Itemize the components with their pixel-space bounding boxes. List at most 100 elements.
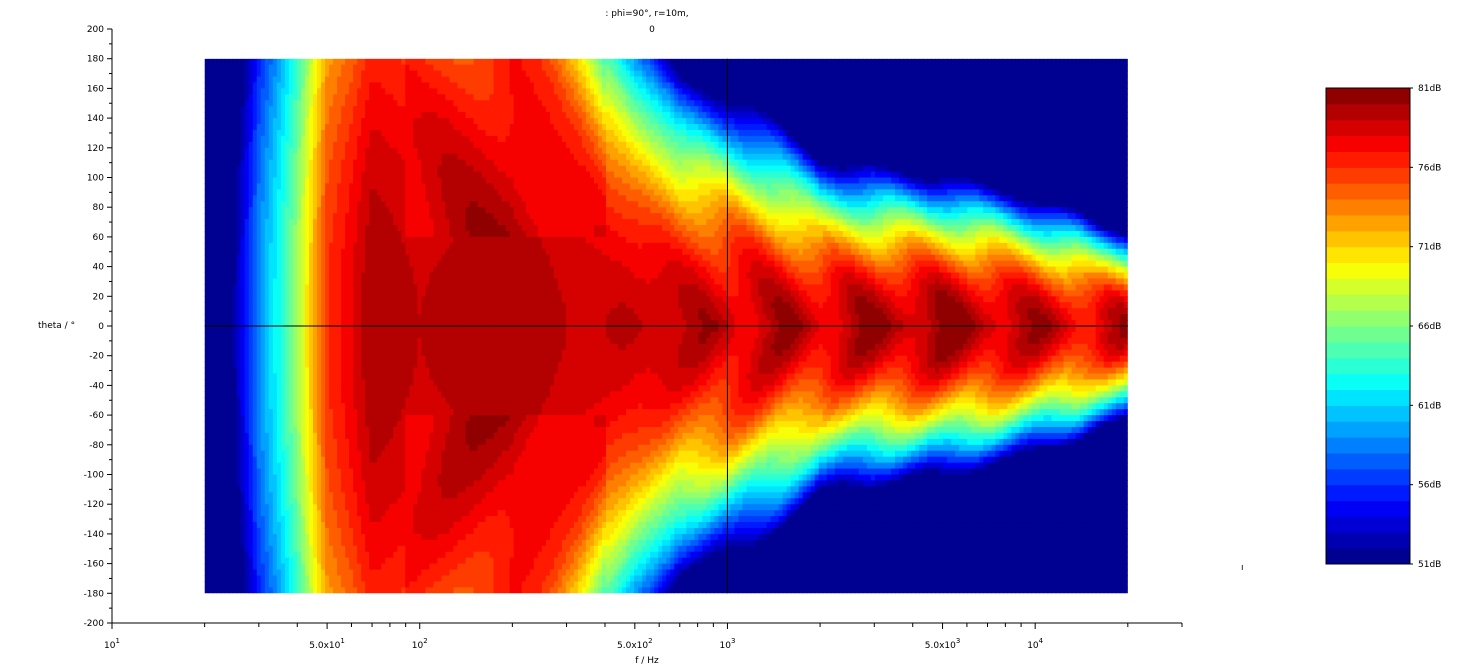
heatmap-cell — [213, 338, 218, 345]
heatmap-cell — [221, 302, 226, 309]
heatmap-cell — [413, 172, 418, 179]
heatmap-cell — [273, 154, 278, 161]
heatmap-cell — [417, 278, 422, 285]
heatmap-cell — [357, 564, 362, 571]
heatmap-cell — [341, 581, 346, 588]
heatmap-cell — [285, 498, 290, 505]
heatmap-cell — [313, 350, 318, 357]
heatmap-cell — [225, 255, 230, 262]
heatmap-cell — [281, 148, 286, 155]
heatmap-cell — [221, 475, 226, 482]
heatmap-cell — [393, 106, 398, 113]
heatmap-cell — [213, 124, 218, 131]
heatmap-cell — [289, 385, 294, 392]
heatmap-cell — [305, 231, 310, 238]
heatmap-cell — [393, 219, 398, 226]
heatmap-cell — [401, 142, 406, 149]
heatmap-cell — [409, 332, 414, 339]
heatmap-cell — [213, 106, 218, 113]
heatmap-cell — [409, 338, 414, 345]
heatmap-cell — [273, 130, 278, 137]
heatmap-cell — [265, 82, 270, 89]
heatmap-cell — [357, 356, 362, 363]
heatmap-cell — [405, 136, 410, 143]
heatmap-cell — [345, 587, 350, 594]
heatmap-cell — [357, 160, 362, 167]
heatmap-cell — [333, 189, 338, 196]
heatmap-cell — [229, 278, 234, 285]
heatmap-cell — [245, 445, 250, 452]
heatmap-cell — [269, 172, 274, 179]
heatmap-cell — [313, 540, 318, 547]
heatmap-cell — [421, 207, 426, 214]
heatmap-cell — [281, 540, 286, 547]
heatmap-cell — [381, 207, 386, 214]
heatmap-cell — [345, 433, 350, 440]
heatmap-cell — [233, 231, 238, 238]
heatmap-cell — [377, 65, 382, 72]
heatmap-cell — [409, 118, 414, 125]
heatmap-cell — [421, 326, 426, 333]
heatmap-cell — [305, 391, 310, 398]
heatmap-cell — [237, 445, 242, 452]
heatmap-cell — [261, 427, 266, 434]
heatmap-cell — [369, 403, 374, 410]
heatmap-cell — [257, 564, 262, 571]
heatmap-cell — [217, 189, 222, 196]
heatmap-cell — [233, 148, 238, 155]
heatmap-cell — [385, 552, 390, 559]
heatmap-cell — [393, 522, 398, 529]
heatmap-cell — [397, 427, 402, 434]
heatmap-cell — [205, 409, 210, 416]
heatmap-cell — [253, 148, 258, 155]
heatmap-cell — [225, 463, 230, 470]
heatmap-cell — [329, 237, 334, 244]
heatmap-cell — [265, 498, 270, 505]
heatmap-cell — [261, 296, 266, 303]
heatmap-cell — [237, 558, 242, 565]
heatmap-cell — [293, 82, 298, 89]
heatmap-cell — [265, 59, 270, 66]
heatmap-cell — [337, 492, 342, 499]
heatmap-cell — [417, 492, 422, 499]
heatmap-cell — [249, 88, 254, 95]
heatmap-cell — [217, 88, 222, 95]
heatmap-cell — [241, 421, 246, 428]
heatmap-cell — [205, 558, 210, 565]
heatmap-cell — [337, 504, 342, 511]
heatmap-cell — [397, 403, 402, 410]
heatmap-cell — [225, 587, 230, 594]
heatmap-cell — [325, 362, 330, 369]
heatmap-cell — [361, 213, 366, 220]
heatmap-cell — [217, 278, 222, 285]
heatmap-cell — [293, 195, 298, 202]
heatmap-cell — [369, 195, 374, 202]
heatmap-cell — [361, 385, 366, 392]
heatmap-cell — [229, 225, 234, 232]
heatmap-cell — [289, 136, 294, 143]
heatmap-cell — [317, 570, 322, 577]
heatmap-cell — [213, 362, 218, 369]
heatmap-cell — [293, 397, 298, 404]
heatmap-cell — [229, 154, 234, 161]
heatmap-cell — [417, 451, 422, 458]
heatmap-cell — [289, 65, 294, 72]
heatmap-cell — [305, 302, 310, 309]
heatmap-cell — [425, 130, 430, 137]
heatmap-cell — [333, 451, 338, 458]
heatmap-cell — [217, 71, 222, 78]
heatmap-cell — [349, 231, 354, 238]
heatmap-cell — [229, 451, 234, 458]
heatmap-cell — [285, 516, 290, 523]
heatmap-cell — [237, 219, 242, 226]
heatmap-cell — [357, 581, 362, 588]
heatmap-cell — [361, 273, 366, 280]
heatmap-cell — [253, 201, 258, 208]
heatmap-cell — [217, 558, 222, 565]
heatmap-cell — [317, 397, 322, 404]
heatmap-cell — [269, 77, 274, 84]
heatmap-cell — [405, 302, 410, 309]
heatmap-cell — [413, 189, 418, 196]
heatmap-cell — [245, 130, 250, 137]
heatmap-cell — [281, 332, 286, 339]
